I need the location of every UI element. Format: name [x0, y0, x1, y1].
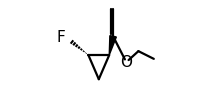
Text: F: F — [56, 30, 65, 45]
Text: O: O — [120, 55, 132, 70]
Polygon shape — [109, 36, 116, 55]
